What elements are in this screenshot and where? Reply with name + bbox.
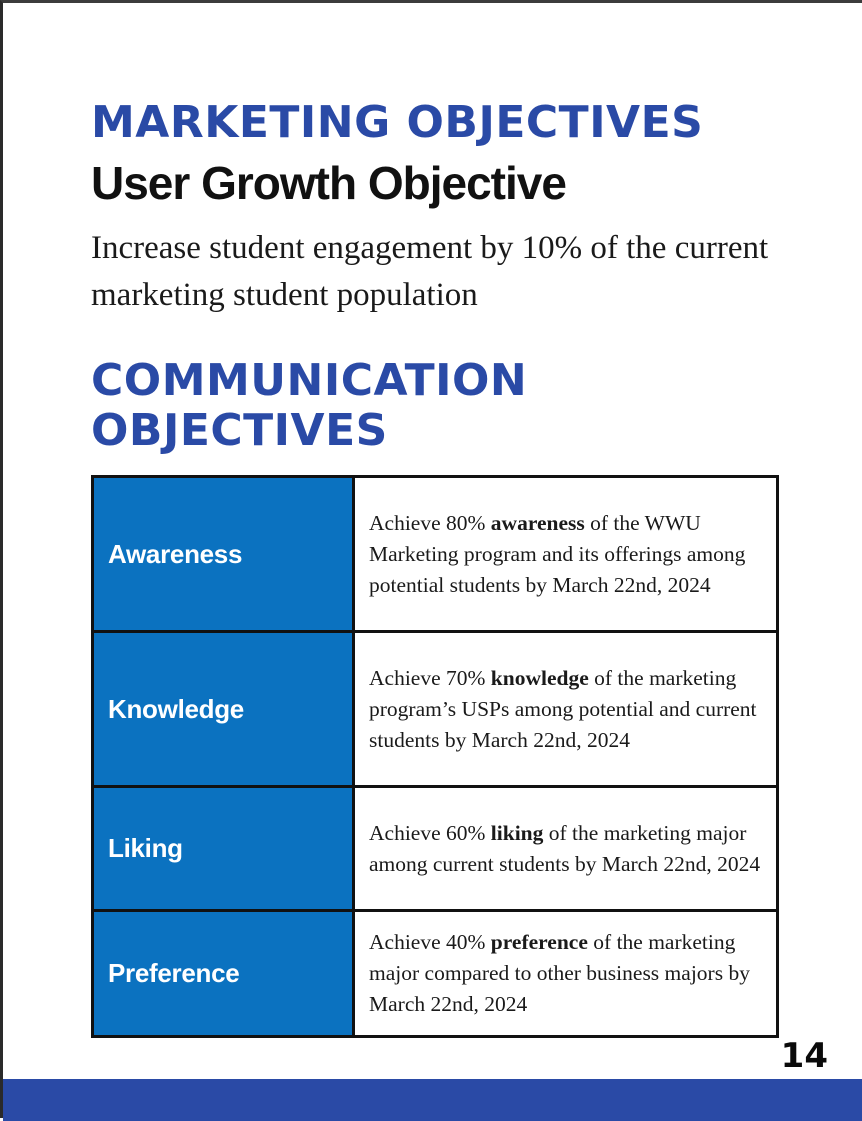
- objective-keyword: preference: [490, 930, 588, 954]
- objective-label-awareness: Awareness: [91, 475, 355, 633]
- objective-text-suffix: of the marketing major among current stu…: [369, 820, 761, 876]
- objective-text-preference: Achieve 40% preference of the marketing …: [352, 909, 779, 1038]
- objective-text-prefix: Achieve 60%: [369, 820, 491, 845]
- table-row: Liking Achieve 60% liking of the marketi…: [91, 785, 779, 912]
- table-row: Knowledge Achieve 70% knowledge of the m…: [91, 630, 779, 788]
- objective-text-prefix: Achieve 70%: [369, 665, 491, 690]
- objective-keyword: liking: [490, 820, 544, 845]
- objective-text-suffix: of the WWU Marketing program and its off…: [369, 510, 746, 597]
- objective-subtitle: User Growth Objective: [91, 157, 567, 209]
- objective-label-knowledge: Knowledge: [91, 630, 355, 788]
- objective-label-preference: Preference: [91, 909, 355, 1038]
- objective-text-knowledge: Achieve 70% knowledge of the marketing p…: [352, 630, 779, 788]
- objective-text-prefix: Achieve 40%: [369, 930, 491, 954]
- objective-text-liking: Achieve 60% liking of the marketing majo…: [352, 785, 779, 912]
- page-number: 14: [780, 1036, 828, 1076]
- objective-label-liking: Liking: [91, 785, 355, 912]
- objective-text-prefix: Achieve 80%: [369, 510, 491, 535]
- table-row: Awareness Achieve 80% awareness of the W…: [91, 475, 779, 633]
- objective-text-suffix: of the marketing major compared to other…: [369, 930, 750, 1016]
- footer-bar: [3, 1079, 862, 1121]
- objective-text-awareness: Achieve 80% awareness of the WWU Marketi…: [352, 475, 779, 633]
- objective-text-suffix: of the marketing program’s USPs among po…: [369, 665, 757, 752]
- objective-keyword: knowledge: [490, 665, 589, 690]
- communication-objectives-title: COMMUNICATION OBJECTIVES: [91, 355, 528, 456]
- communication-objectives-table: Awareness Achieve 80% awareness of the W…: [91, 475, 779, 1038]
- section-title: MARKETING OBJECTIVES: [91, 97, 704, 148]
- table-row: Preference Achieve 40% preference of the…: [91, 909, 779, 1038]
- objective-description: Increase student engagement by 10% of th…: [91, 230, 769, 313]
- objective-keyword: awareness: [490, 510, 585, 535]
